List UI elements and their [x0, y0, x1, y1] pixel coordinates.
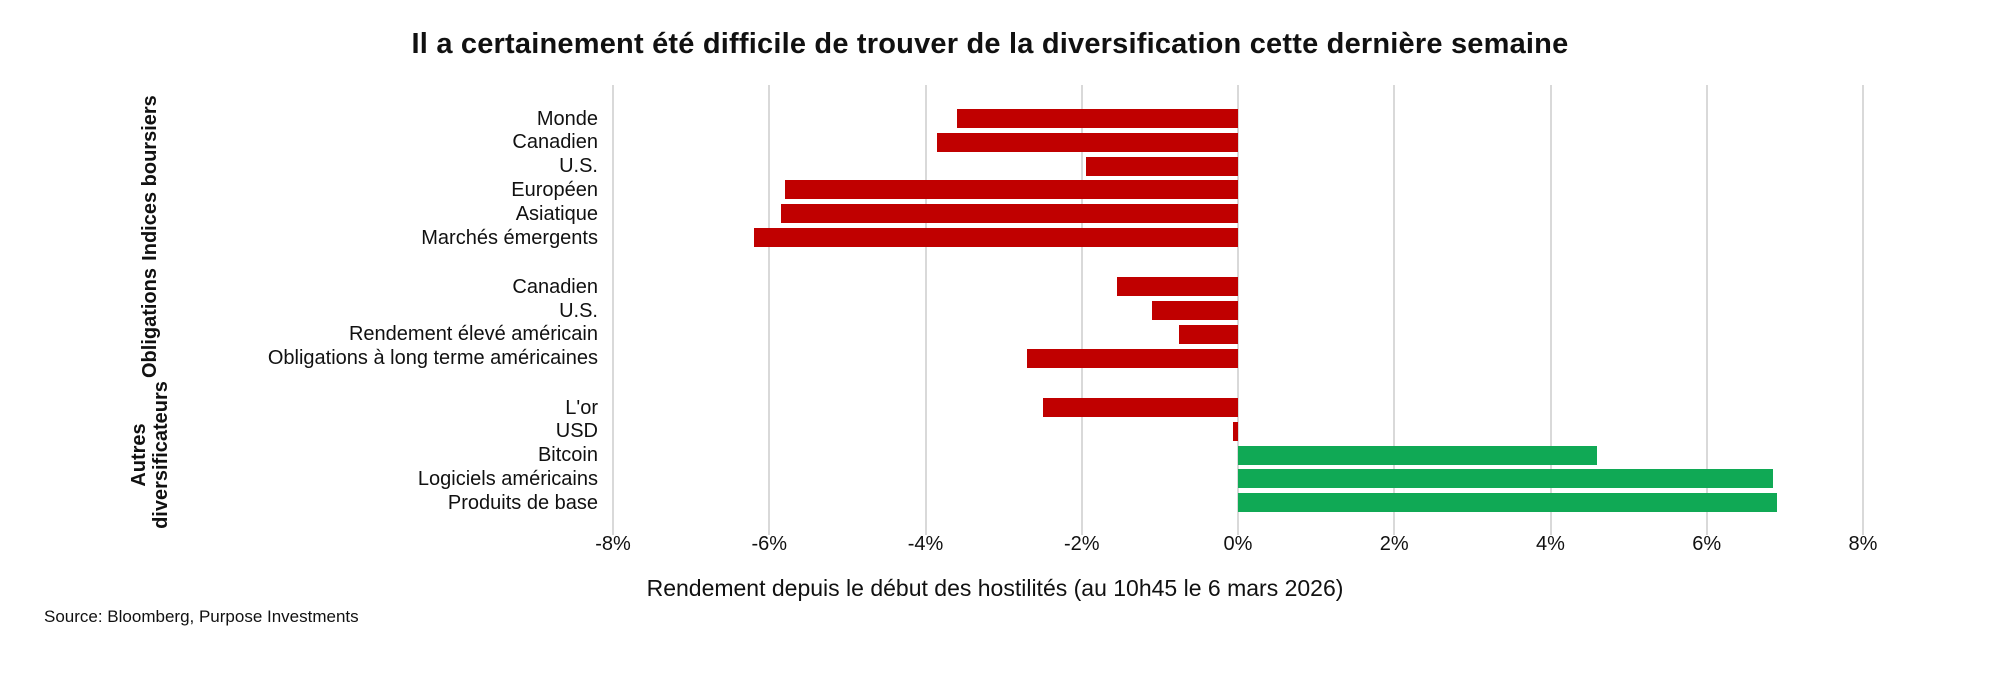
category-label: Obligations à long terme américaines: [267, 347, 598, 370]
bar: [784, 180, 1238, 200]
gridline: [1080, 85, 1083, 535]
category-label: Canadien: [512, 275, 598, 298]
bar: [956, 109, 1238, 128]
bar: [1042, 398, 1238, 417]
bar: [780, 204, 1238, 224]
gridline: [1549, 85, 1552, 535]
category-label: Monde: [536, 107, 598, 130]
bar: [1238, 493, 1778, 513]
bar: [1116, 277, 1238, 297]
group-label: Autres diversificateurs: [128, 381, 172, 530]
category-label: Rendement élevé américain: [348, 323, 598, 346]
group-label: Obligations: [139, 267, 161, 378]
bar: [1179, 324, 1238, 344]
gridline: [1393, 85, 1396, 535]
source-note: Source: Bloomberg, Purpose Investments: [44, 607, 359, 626]
category-label: Européen: [511, 178, 598, 201]
category-label: Produits de base: [447, 491, 598, 514]
category-label: Canadien: [512, 131, 598, 154]
category-label: Logiciels américains: [417, 467, 598, 490]
category-label: U.S.: [559, 299, 598, 322]
bar: [937, 132, 1238, 152]
category-label: Bitcoin: [537, 444, 598, 467]
x-tick-label: 4%: [1536, 533, 1565, 555]
bar: [753, 228, 1238, 247]
bar: [1152, 301, 1238, 321]
x-tick-label: 6%: [1692, 533, 1722, 555]
gridline: [768, 85, 771, 535]
x-tick-label: -8%: [595, 533, 631, 555]
gridline: [612, 85, 614, 535]
category-label: USD: [555, 420, 598, 443]
x-tick-label: 8%: [1848, 533, 1878, 555]
chart-title: Il a certainement été difficile de trouv…: [411, 28, 1569, 60]
x-tick-label: -4%: [907, 533, 944, 555]
category-label: L'or: [565, 396, 598, 419]
group-label: Indices boursiers: [139, 95, 161, 261]
bar: [1232, 421, 1238, 441]
gridline: [1862, 85, 1864, 535]
bar: [1238, 469, 1774, 489]
bar: [1085, 156, 1238, 176]
x-tick-label: -6%: [751, 533, 788, 555]
gridline: [924, 85, 927, 535]
x-tick-label: -2%: [1063, 533, 1100, 555]
category-label: U.S.: [559, 155, 598, 178]
bar: [1238, 445, 1598, 465]
gridline: [1705, 85, 1708, 535]
plot-area: [612, 85, 1864, 535]
category-label: Asiatique: [515, 202, 598, 225]
category-label: Marchés émergents: [421, 226, 598, 249]
x-axis-title: Rendement depuis le début des hostilités…: [646, 575, 1344, 601]
x-tick-label: 0%: [1223, 533, 1253, 555]
x-tick-label: 2%: [1379, 533, 1409, 555]
bar: [1027, 348, 1238, 368]
